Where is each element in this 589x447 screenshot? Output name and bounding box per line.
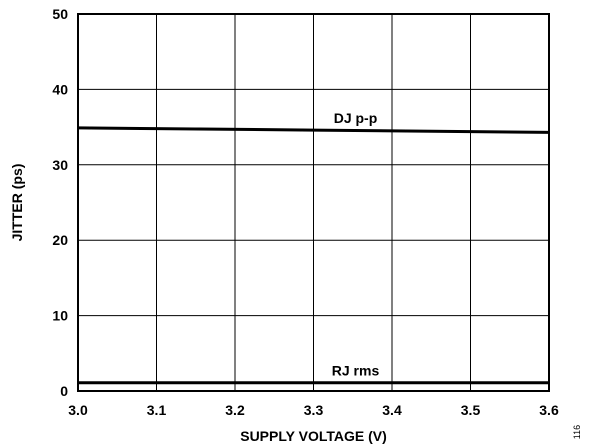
x-tick-label-6: 3.6 — [539, 402, 559, 418]
y-tick-labels: 0 10 20 30 40 50 — [52, 6, 68, 399]
y-tick-label-4: 40 — [52, 81, 68, 97]
series-lines: DJ p-p RJ rms — [77, 110, 550, 385]
grid-lines — [77, 13, 550, 392]
y-axis-title: JITTER (ps) — [9, 164, 25, 242]
x-tick-label-3: 3.3 — [304, 402, 324, 418]
series-line-0 — [77, 126, 550, 134]
y-tick-label-5: 50 — [52, 6, 68, 22]
x-axis-title: SUPPLY VOLTAGE (V) — [240, 428, 387, 444]
y-tick-label-1: 10 — [52, 308, 68, 324]
figure-id: 116 — [572, 425, 582, 439]
y-tick-label-2: 20 — [52, 232, 68, 248]
series-label-0: DJ p-p — [334, 110, 378, 126]
x-tick-labels: 3.0 3.1 3.2 3.3 3.4 3.5 3.6 — [68, 402, 559, 418]
x-tick-label-1: 3.1 — [147, 402, 167, 418]
x-tick-label-5: 3.5 — [461, 402, 481, 418]
x-tick-label-0: 3.0 — [68, 402, 88, 418]
plot-frame — [77, 13, 550, 392]
series-label-1: RJ rms — [332, 363, 380, 379]
x-tick-label-2: 3.2 — [225, 402, 245, 418]
y-tick-label-0: 0 — [60, 383, 68, 399]
x-tick-label-4: 3.4 — [382, 402, 402, 418]
y-tick-label-3: 30 — [52, 157, 68, 173]
